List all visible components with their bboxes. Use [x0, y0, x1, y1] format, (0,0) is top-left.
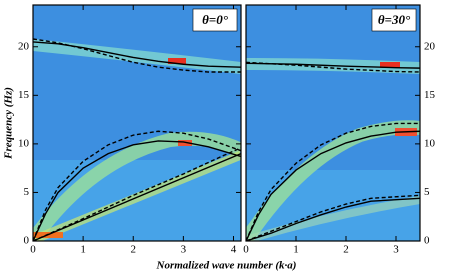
- heatmap-background: [33, 5, 241, 241]
- y-tick-label: 5: [424, 186, 430, 198]
- plot-lines: [246, 61, 420, 241]
- y-tick-label: 20: [424, 40, 436, 52]
- x-tick-label: 3: [393, 244, 399, 256]
- y-tick-label: 10: [18, 137, 30, 149]
- y-tick-label: 15: [18, 89, 30, 101]
- curve: [246, 197, 420, 241]
- title-box: [371, 8, 417, 32]
- x-tick-label: 2: [343, 244, 349, 256]
- x-tick-label: 1: [80, 244, 86, 256]
- y-tick-label: 0: [24, 235, 30, 247]
- y-tick-label: 15: [424, 89, 436, 101]
- curve: [246, 122, 420, 241]
- heatmap-background: [246, 5, 420, 241]
- curve: [33, 38, 241, 73]
- frame: [245, 4, 421, 242]
- y-axis-label: Frequency (Hz): [3, 87, 15, 160]
- y-tick-label: 10: [424, 137, 436, 149]
- x-tick-label: 3: [181, 244, 187, 256]
- x-tick-label: 2: [130, 244, 136, 256]
- x-tick-label: 0: [243, 244, 249, 256]
- curve: [33, 147, 241, 241]
- x-axis-label: Normalized wave number (k·a): [156, 260, 297, 272]
- panel-title: θ=30°: [378, 12, 411, 27]
- y-tick-label: 5: [24, 186, 30, 198]
- curve: [246, 130, 420, 241]
- curve: [246, 61, 420, 73]
- y-tick-label: 20: [18, 40, 30, 52]
- frame: [32, 4, 242, 242]
- curve: [246, 194, 420, 241]
- x-tick-label: 1: [293, 244, 299, 256]
- plot-lines: [33, 38, 241, 241]
- x-tick-label: 4: [231, 244, 237, 256]
- y-tick-label: 0: [424, 235, 430, 247]
- curve: [33, 130, 241, 241]
- title-box: [192, 8, 238, 32]
- curve: [33, 152, 241, 241]
- curve: [33, 140, 241, 241]
- x-tick-label: 0: [30, 244, 36, 256]
- panel-title: θ=0°: [202, 12, 229, 27]
